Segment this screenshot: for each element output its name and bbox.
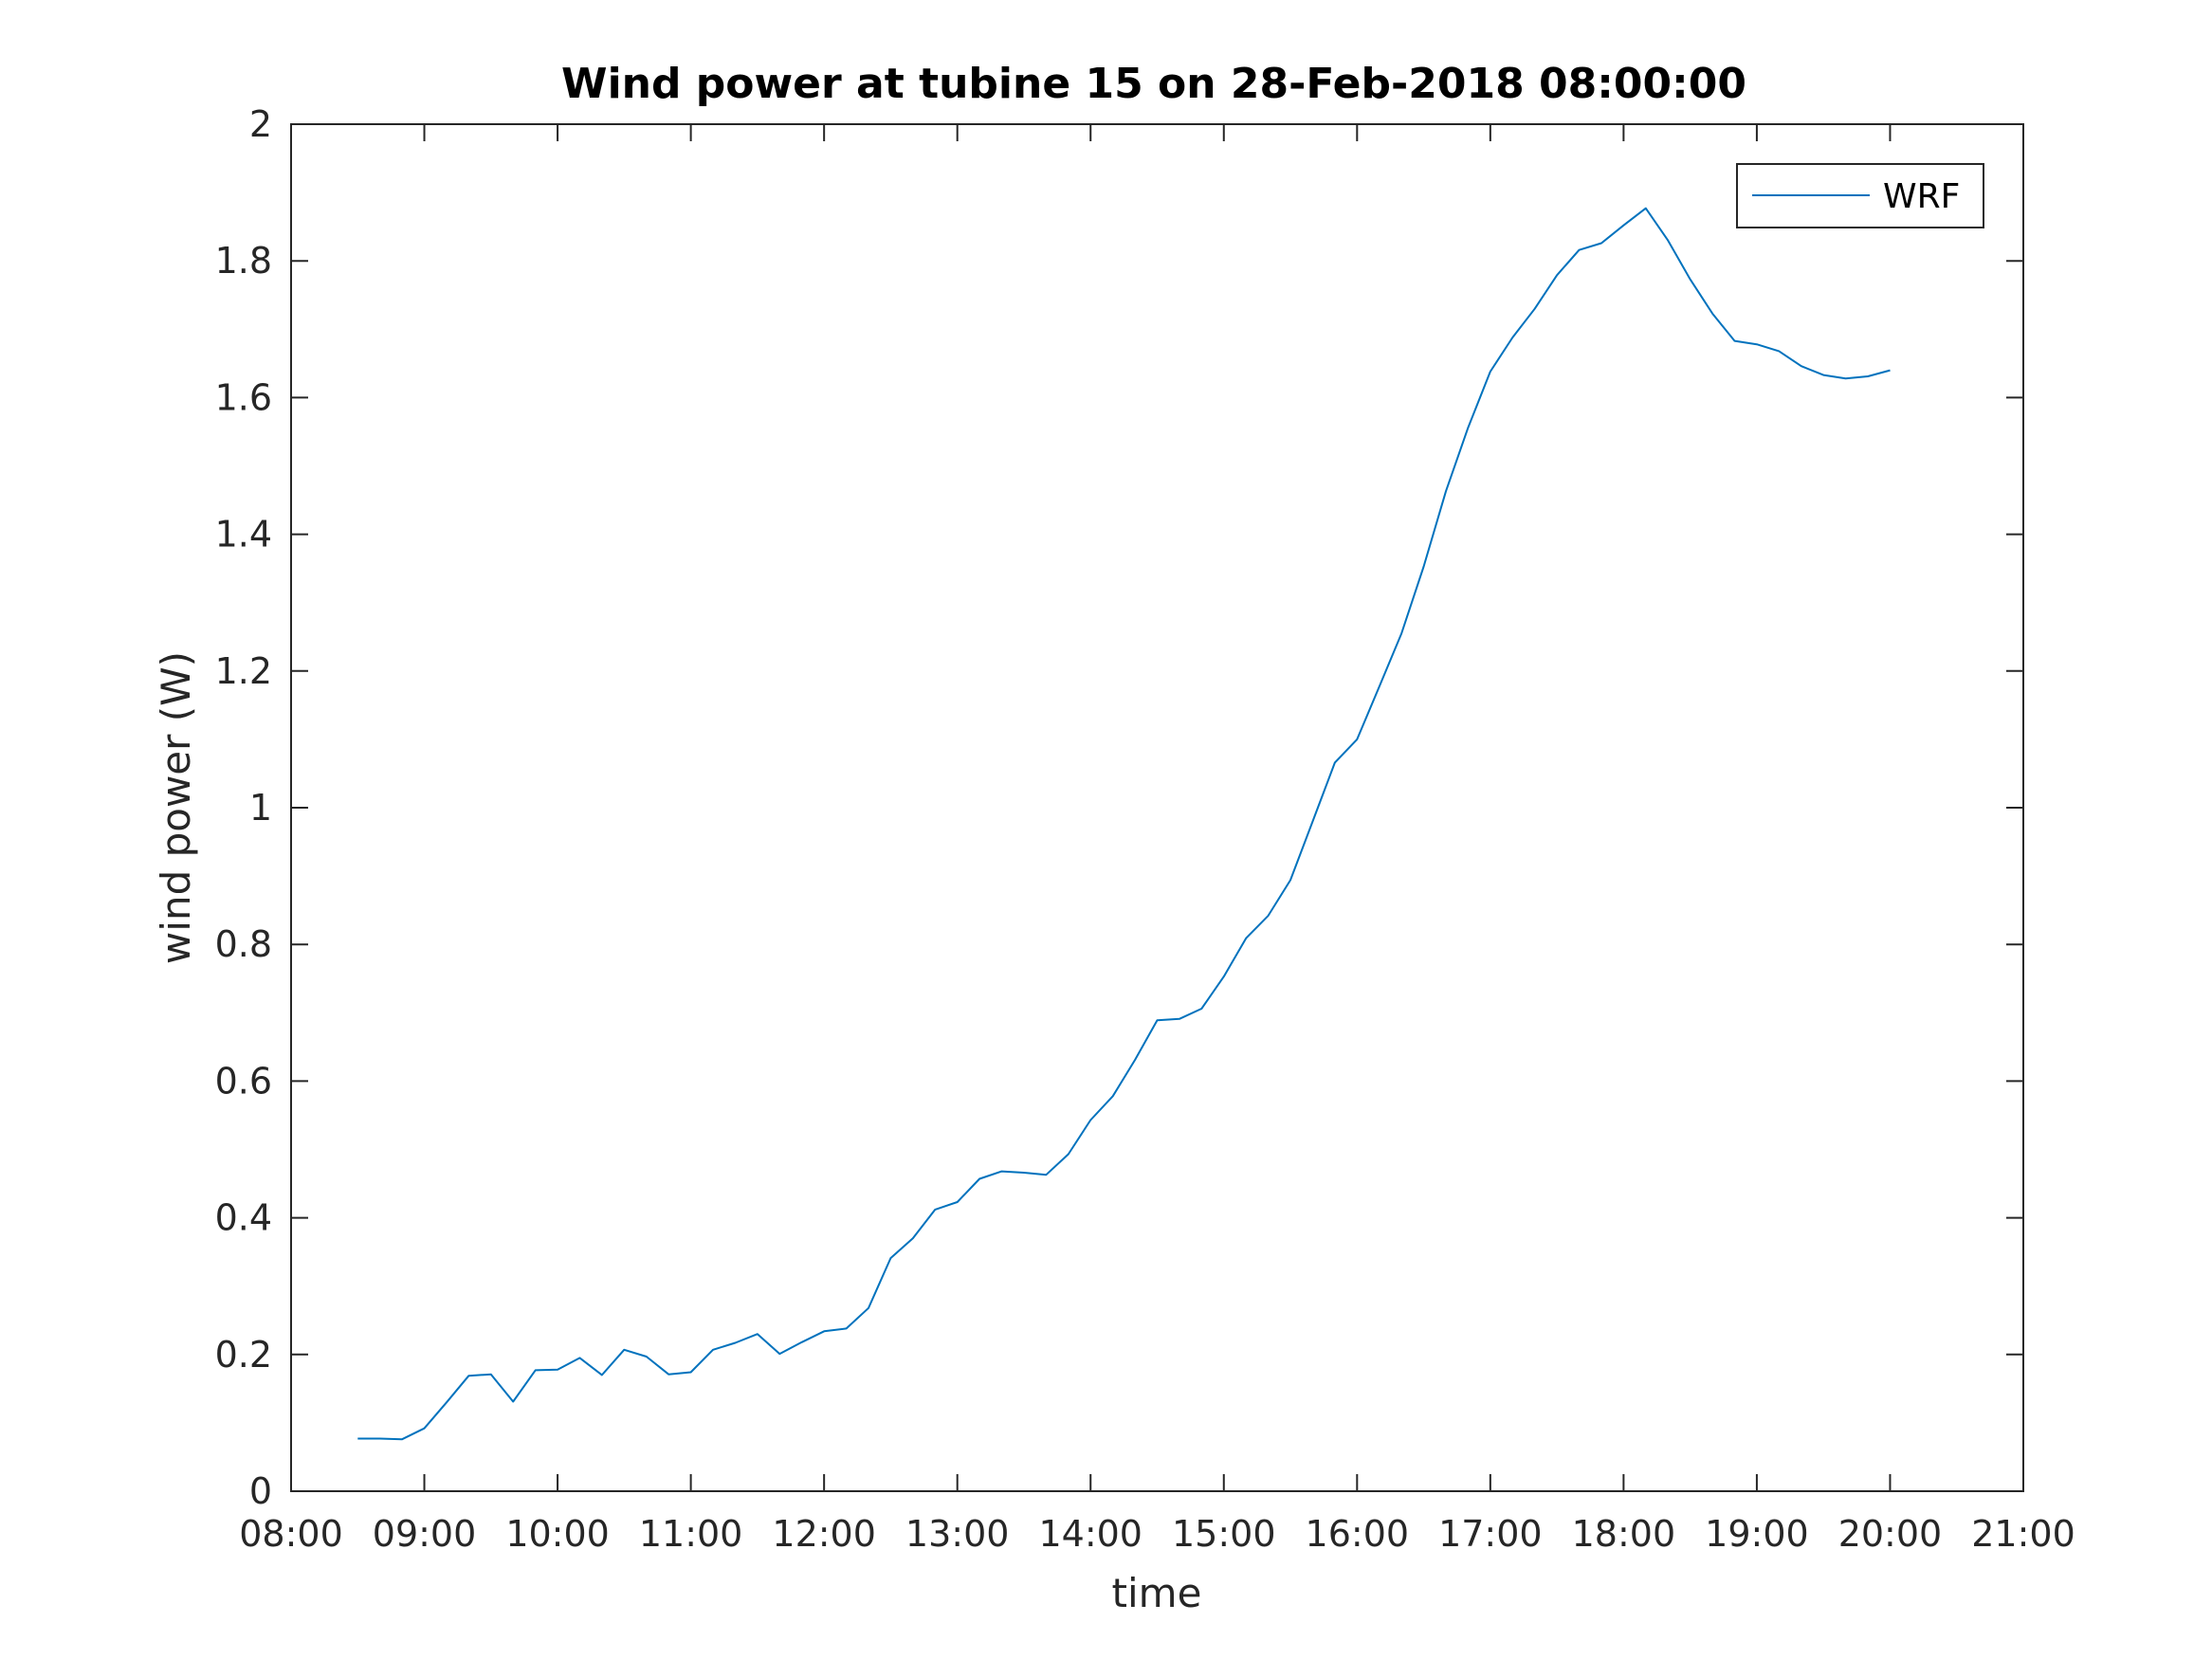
x-axis-label: time <box>1112 1570 1202 1616</box>
y-tick-label: 1 <box>249 787 272 829</box>
x-tick-label: 19:00 <box>1705 1513 1809 1555</box>
x-tick-label: 20:00 <box>1838 1513 1943 1555</box>
y-tick-labels: 0 0.2 0.4 0.6 0.8 1 1.2 1.4 1.6 1.8 2 <box>215 103 272 1512</box>
x-tick-label: 11:00 <box>639 1513 743 1555</box>
x-tick-label: 10:00 <box>505 1513 610 1555</box>
y-axis-label: wind power (W) <box>153 651 199 964</box>
axis-ticks <box>290 123 2024 1492</box>
x-tick-label: 08:00 <box>239 1513 343 1555</box>
chart-title: Wind power at tubine 15 on 28-Feb-2018 0… <box>561 60 1746 108</box>
x-tick-label: 21:00 <box>1971 1513 2075 1555</box>
y-tick-label: 2 <box>249 103 272 145</box>
axes-box <box>290 123 2024 1492</box>
y-tick-label: 0 <box>249 1470 272 1512</box>
y-tick-label: 1.8 <box>215 240 272 282</box>
x-tick-label: 18:00 <box>1572 1513 1676 1555</box>
x-tick-label: 16:00 <box>1306 1513 1410 1555</box>
x-tick-label: 14:00 <box>1038 1513 1143 1555</box>
y-tick-label: 1.4 <box>215 514 272 556</box>
plot-area <box>291 124 2023 1491</box>
legend: WRF <box>1736 163 1984 228</box>
y-tick-label: 0.8 <box>215 923 272 965</box>
y-tick-label: 0.2 <box>215 1334 272 1376</box>
x-tick-label: 15:00 <box>1172 1513 1276 1555</box>
y-tick-label: 1.6 <box>215 376 272 418</box>
x-tick-label: 09:00 <box>373 1513 477 1555</box>
x-tick-labels: 08:00 09:00 10:00 11:00 12:00 13:00 14:00 15:00… <box>239 1513 2075 1555</box>
x-tick-label: 17:00 <box>1438 1513 1543 1555</box>
y-tick-label: 1.2 <box>215 650 272 692</box>
y-tick-label: 0.4 <box>215 1197 272 1239</box>
x-tick-label: 12:00 <box>772 1513 876 1555</box>
series-line-wrf <box>357 207 1891 1441</box>
series-group <box>357 207 1891 1441</box>
y-tick-label: 0.6 <box>215 1060 272 1102</box>
x-tick-label: 13:00 <box>905 1513 1010 1555</box>
legend-entry-wrf: WRF <box>1883 177 1960 216</box>
